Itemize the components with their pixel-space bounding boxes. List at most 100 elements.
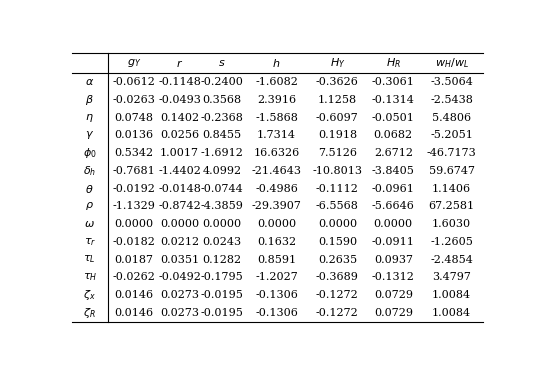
Text: $\omega$: $\omega$ xyxy=(84,219,95,229)
Text: -5.2051: -5.2051 xyxy=(430,130,473,140)
Text: -0.3626: -0.3626 xyxy=(316,77,359,87)
Text: -0.0744: -0.0744 xyxy=(201,184,243,194)
Text: -2.4854: -2.4854 xyxy=(430,255,473,265)
Text: 0.0729: 0.0729 xyxy=(374,308,413,318)
Text: 2.6712: 2.6712 xyxy=(374,148,413,158)
Text: -1.2027: -1.2027 xyxy=(255,272,298,282)
Text: -0.1148: -0.1148 xyxy=(158,77,201,87)
Text: 4.0992: 4.0992 xyxy=(202,166,241,176)
Text: -0.1306: -0.1306 xyxy=(255,290,298,300)
Text: -0.0195: -0.0195 xyxy=(200,308,243,318)
Text: -0.0262: -0.0262 xyxy=(112,272,155,282)
Text: $\delta_h$: $\delta_h$ xyxy=(83,164,96,178)
Text: -0.0911: -0.0911 xyxy=(372,237,415,247)
Text: 0.8455: 0.8455 xyxy=(202,130,241,140)
Text: $H_R$: $H_R$ xyxy=(386,56,401,70)
Text: $\tau_r$: $\tau_r$ xyxy=(83,236,96,248)
Text: -0.3689: -0.3689 xyxy=(316,272,359,282)
Text: -1.2605: -1.2605 xyxy=(430,237,473,247)
Text: 0.8591: 0.8591 xyxy=(257,255,296,265)
Text: $\zeta_x$: $\zeta_x$ xyxy=(83,288,96,302)
Text: 16.6326: 16.6326 xyxy=(253,148,300,158)
Text: 1.1406: 1.1406 xyxy=(432,184,471,194)
Text: 0.0000: 0.0000 xyxy=(160,219,199,229)
Text: $h$: $h$ xyxy=(272,57,281,69)
Text: 0.3568: 0.3568 xyxy=(202,95,241,105)
Text: 3.4797: 3.4797 xyxy=(432,272,471,282)
Text: 1.0084: 1.0084 xyxy=(432,308,471,318)
Text: -0.0492: -0.0492 xyxy=(158,272,201,282)
Text: 1.1258: 1.1258 xyxy=(318,95,357,105)
Text: 1.0084: 1.0084 xyxy=(432,290,471,300)
Text: 59.6747: 59.6747 xyxy=(428,166,474,176)
Text: $g_Y$: $g_Y$ xyxy=(127,57,141,69)
Text: -0.1272: -0.1272 xyxy=(316,290,359,300)
Text: -0.0263: -0.0263 xyxy=(112,95,155,105)
Text: 0.0729: 0.0729 xyxy=(374,290,413,300)
Text: 5.4806: 5.4806 xyxy=(432,112,471,122)
Text: 0.0212: 0.0212 xyxy=(160,237,199,247)
Text: $\alpha$: $\alpha$ xyxy=(85,77,94,87)
Text: -0.6097: -0.6097 xyxy=(316,112,359,122)
Text: -0.0195: -0.0195 xyxy=(200,290,243,300)
Text: 0.1632: 0.1632 xyxy=(257,237,296,247)
Text: -5.6646: -5.6646 xyxy=(372,201,415,211)
Text: $\eta$: $\eta$ xyxy=(85,112,94,124)
Text: 0.2635: 0.2635 xyxy=(318,255,357,265)
Text: 0.5342: 0.5342 xyxy=(114,148,153,158)
Text: $r$: $r$ xyxy=(176,58,183,69)
Text: -0.1314: -0.1314 xyxy=(372,95,415,105)
Text: -0.0493: -0.0493 xyxy=(158,95,201,105)
Text: 0.0187: 0.0187 xyxy=(114,255,153,265)
Text: 0.0136: 0.0136 xyxy=(114,130,153,140)
Text: 0.0146: 0.0146 xyxy=(114,290,153,300)
Text: 7.5126: 7.5126 xyxy=(318,148,357,158)
Text: -0.0612: -0.0612 xyxy=(112,77,155,87)
Text: -0.0501: -0.0501 xyxy=(372,112,415,122)
Text: -0.1795: -0.1795 xyxy=(201,272,243,282)
Text: $s$: $s$ xyxy=(218,58,226,68)
Text: 0.0682: 0.0682 xyxy=(374,130,413,140)
Text: -46.7173: -46.7173 xyxy=(427,148,477,158)
Text: 0.0000: 0.0000 xyxy=(374,219,413,229)
Text: -0.8742: -0.8742 xyxy=(159,201,201,211)
Text: 0.0000: 0.0000 xyxy=(202,219,241,229)
Text: -0.0148: -0.0148 xyxy=(158,184,201,194)
Text: 0.0256: 0.0256 xyxy=(160,130,199,140)
Text: $\gamma$: $\gamma$ xyxy=(85,129,94,141)
Text: -3.8405: -3.8405 xyxy=(372,166,415,176)
Text: -0.1306: -0.1306 xyxy=(255,308,298,318)
Text: -0.2400: -0.2400 xyxy=(200,77,243,87)
Text: -4.3859: -4.3859 xyxy=(200,201,243,211)
Text: 0.0937: 0.0937 xyxy=(374,255,413,265)
Text: -1.1329: -1.1329 xyxy=(112,201,155,211)
Text: 0.0000: 0.0000 xyxy=(114,219,153,229)
Text: -0.1312: -0.1312 xyxy=(372,272,415,282)
Text: 67.2581: 67.2581 xyxy=(428,201,474,211)
Text: 0.0748: 0.0748 xyxy=(114,112,153,122)
Text: -21.4643: -21.4643 xyxy=(252,166,301,176)
Text: -0.1272: -0.1272 xyxy=(316,308,359,318)
Text: $\theta$: $\theta$ xyxy=(85,183,94,194)
Text: -1.6082: -1.6082 xyxy=(255,77,298,87)
Text: -10.8013: -10.8013 xyxy=(312,166,362,176)
Text: -0.2368: -0.2368 xyxy=(200,112,243,122)
Text: -0.3061: -0.3061 xyxy=(372,77,415,87)
Text: -1.5868: -1.5868 xyxy=(255,112,298,122)
Text: -0.0961: -0.0961 xyxy=(372,184,415,194)
Text: 1.0017: 1.0017 xyxy=(160,148,199,158)
Text: -1.6912: -1.6912 xyxy=(200,148,243,158)
Text: $H_Y$: $H_Y$ xyxy=(329,56,345,70)
Text: 0.0000: 0.0000 xyxy=(257,219,296,229)
Text: 0.0146: 0.0146 xyxy=(114,308,153,318)
Text: -0.0192: -0.0192 xyxy=(112,184,155,194)
Text: -6.5568: -6.5568 xyxy=(316,201,359,211)
Text: -2.5438: -2.5438 xyxy=(430,95,473,105)
Text: 0.0273: 0.0273 xyxy=(160,308,199,318)
Text: $\beta$: $\beta$ xyxy=(85,93,94,107)
Text: $w_H/w_L$: $w_H/w_L$ xyxy=(434,56,469,70)
Text: -0.4986: -0.4986 xyxy=(255,184,298,194)
Text: 0.0000: 0.0000 xyxy=(318,219,357,229)
Text: $\phi_0$: $\phi_0$ xyxy=(83,146,96,160)
Text: $\tau_L$: $\tau_L$ xyxy=(83,254,96,265)
